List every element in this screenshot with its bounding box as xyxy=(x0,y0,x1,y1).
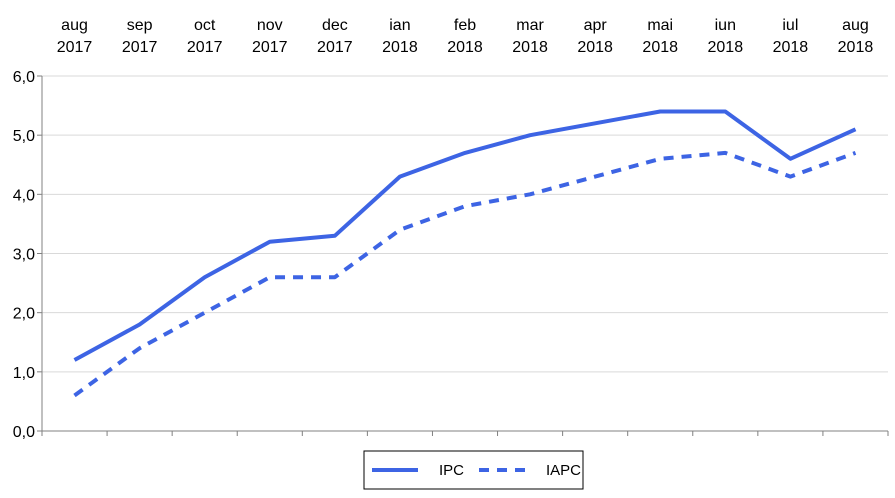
x-label-month: ian xyxy=(389,17,410,34)
x-label-year: 2017 xyxy=(57,39,93,56)
gridlines xyxy=(42,76,888,372)
x-label-month: feb xyxy=(454,17,476,34)
x-label-month: iul xyxy=(782,17,798,34)
x-label-month: oct xyxy=(194,17,216,34)
x-label-year: 2018 xyxy=(382,39,418,56)
y-tick-label: 6,0 xyxy=(13,69,35,86)
x-label-year: 2018 xyxy=(773,39,809,56)
x-label-month: iun xyxy=(715,17,736,34)
x-label-month: aug xyxy=(61,17,88,34)
series-line-ipc xyxy=(75,112,856,361)
y-tick-label: 5,0 xyxy=(13,128,35,145)
x-label-year: 2018 xyxy=(512,39,548,56)
x-label-year: 2018 xyxy=(577,39,613,56)
x-label-year: 2018 xyxy=(642,39,678,56)
x-label-year: 2018 xyxy=(838,39,874,56)
series-line-iapc xyxy=(75,153,856,396)
legend-label-iapc: IAPC xyxy=(546,462,581,479)
x-label-year: 2017 xyxy=(317,39,353,56)
axes xyxy=(37,76,888,436)
x-axis-labels: aug 2017 sep 2017 oct 2017 nov 2017 dec 2017 ian 20… xyxy=(57,17,874,56)
x-label-year: 2017 xyxy=(187,39,223,56)
x-label-month: dec xyxy=(322,17,348,34)
legend-label-ipc: IPC xyxy=(439,462,464,479)
y-tick-label: 2,0 xyxy=(13,306,35,323)
x-label-month: apr xyxy=(584,17,608,34)
x-label-month: mar xyxy=(516,17,544,34)
x-label-month: aug xyxy=(842,17,869,34)
x-label-month: nov xyxy=(257,17,283,34)
x-label-year: 2017 xyxy=(252,39,288,56)
y-tick-label: 3,0 xyxy=(13,247,35,264)
x-label-year: 2017 xyxy=(122,39,158,56)
x-label-month: sep xyxy=(127,17,153,34)
legend: IPC IAPC xyxy=(364,451,583,489)
x-label-month: mai xyxy=(647,17,673,34)
x-label-year: 2018 xyxy=(708,39,744,56)
y-axis-labels: 0,0 1,0 2,0 3,0 4,0 5,0 6,0 xyxy=(13,69,35,441)
y-tick-label: 0,0 xyxy=(13,424,35,441)
y-tick-label: 4,0 xyxy=(13,187,35,204)
y-tick-label: 1,0 xyxy=(13,365,35,382)
x-label-year: 2018 xyxy=(447,39,483,56)
